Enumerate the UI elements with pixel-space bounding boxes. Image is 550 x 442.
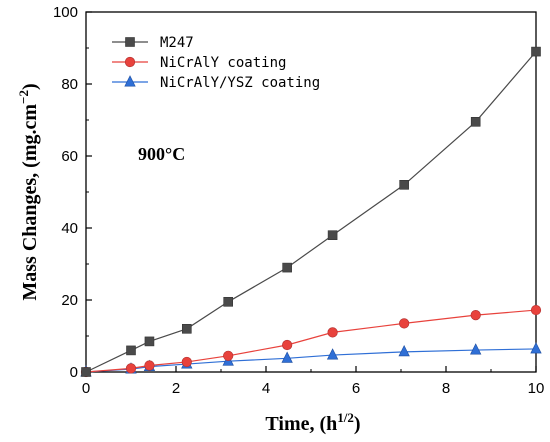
y-tick-label: 80 <box>61 76 78 93</box>
data-point-nicraly <box>223 350 234 361</box>
series-line-m247 <box>85 51 537 373</box>
x-tick-label: 6 <box>352 380 360 397</box>
y-axis-title: Mass Changes, (mg.cm−2) <box>16 83 41 300</box>
legend-marker-m247 <box>125 37 135 47</box>
data-point-m247 <box>399 180 409 190</box>
series-line-ysz <box>85 348 537 373</box>
series-m247 <box>81 46 541 377</box>
data-point-nicraly <box>399 318 410 329</box>
plot-frame <box>85 11 537 373</box>
series-layer <box>80 46 542 378</box>
data-point-nicraly <box>144 360 155 371</box>
data-point-ysz <box>530 342 542 354</box>
data-point-ysz <box>326 348 339 360</box>
data-point-nicraly <box>125 363 137 374</box>
data-point-nicraly <box>181 356 192 368</box>
data-point-m247 <box>282 262 292 273</box>
data-point-nicraly <box>282 339 293 351</box>
x-tick-label: 4 <box>262 380 270 397</box>
data-point-nicraly <box>470 310 481 321</box>
data-point-ysz <box>470 343 482 355</box>
data-point-m247 <box>126 345 136 356</box>
data-point-m247 <box>223 296 233 307</box>
data-point-nicraly <box>327 327 338 338</box>
legend-label-ysz: NiCrAlY/YSZ coating <box>160 75 320 91</box>
legend-marker-nicraly <box>124 56 136 68</box>
data-point-m247 <box>182 323 192 334</box>
x-axis-title: Time, (h1/2) <box>265 410 360 435</box>
legend: M247 NiCrAlY coating NiCrAlY/YSZ coating <box>112 35 320 91</box>
y-tick-label: 100 <box>53 4 78 21</box>
series-line-nicraly <box>85 309 537 373</box>
y-tick-label: 40 <box>61 220 78 237</box>
legend-label-nicraly: NiCrAlY coating <box>160 55 286 71</box>
x-tick-label: 0 <box>82 380 90 397</box>
legend-label-m247: M247 <box>160 35 194 51</box>
x-tick-label: 2 <box>172 380 180 397</box>
data-point-ysz <box>281 351 293 363</box>
data-point-m247 <box>470 117 481 127</box>
data-point-m247 <box>144 336 155 347</box>
y-tick-label: 60 <box>61 148 78 165</box>
y-tick-label: 20 <box>61 292 78 309</box>
legend-marker-ysz <box>124 75 136 87</box>
data-point-m247 <box>531 46 541 57</box>
data-point-nicraly <box>530 304 542 316</box>
x-tick-label: 10 <box>528 380 545 397</box>
data-point-m247 <box>327 230 338 240</box>
plot-area-border <box>85 11 537 373</box>
data-point-ysz <box>398 344 410 357</box>
temperature-annotation: 900°C <box>138 144 185 164</box>
x-tick-label: 8 <box>442 380 450 397</box>
y-tick-label: 0 <box>70 364 78 381</box>
data-point-m247 <box>81 367 91 377</box>
